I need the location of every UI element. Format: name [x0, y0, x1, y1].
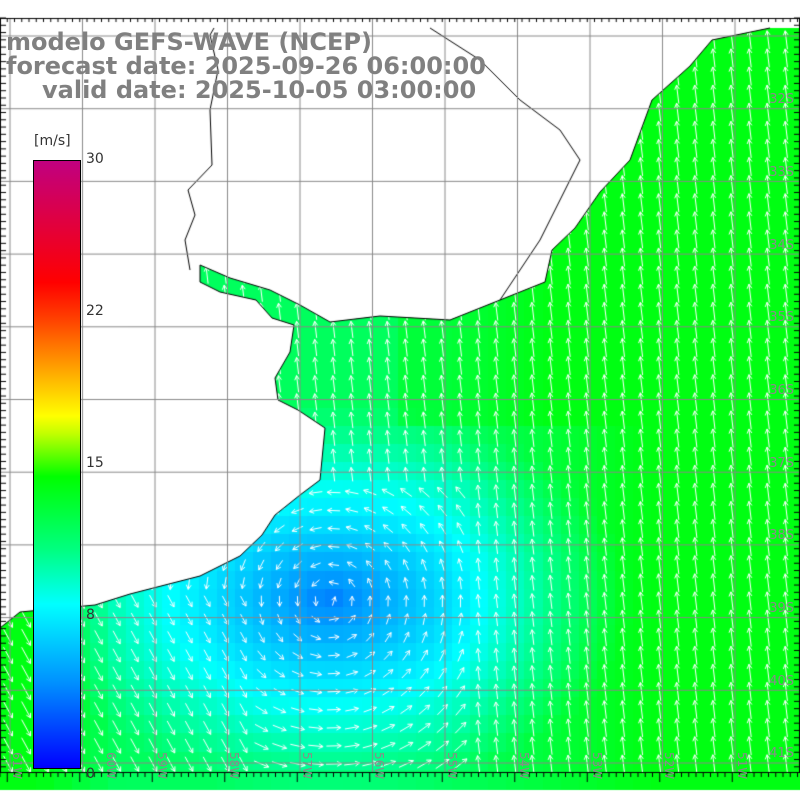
model-title: modelo GEFS-WAVE (NCEP)	[6, 28, 372, 56]
lon-label: 57W	[300, 752, 314, 780]
lon-label: 61W	[10, 752, 24, 780]
colorbar-label-22: 22	[86, 303, 104, 319]
colorbar-label-8: 8	[86, 607, 95, 623]
lat-label: 35S	[769, 310, 794, 325]
lon-label: 54W	[517, 752, 531, 780]
lat-label: 40S	[769, 674, 794, 689]
lat-label: 32S	[769, 92, 794, 107]
lon-label: 56W	[372, 752, 386, 780]
lon-label: 51W	[735, 752, 749, 780]
lon-label: 52W	[662, 752, 676, 780]
valid-date: valid date: 2025-10-05 03:00:00	[42, 76, 477, 104]
colorbar-label-15: 15	[86, 455, 104, 471]
colorbar-unit: [m/s]	[34, 133, 71, 149]
forecast-date: forecast date: 2025-09-26 06:00:00	[6, 52, 486, 80]
colorbar-label-30: 30	[86, 151, 104, 167]
lon-label: 53W	[590, 752, 604, 780]
lat-label: 37S	[769, 456, 794, 471]
lon-label: 55W	[445, 752, 459, 780]
lon-label: 58W	[227, 752, 241, 780]
lat-label: 38S	[769, 528, 794, 543]
lat-label: 34S	[769, 238, 794, 253]
lat-label: 36S	[769, 383, 794, 398]
lon-label: 60W	[104, 752, 118, 780]
lat-label: 41S	[769, 746, 794, 761]
lat-label: 39S	[769, 601, 794, 616]
lon-label: 59W	[155, 752, 169, 780]
lat-label: 33S	[769, 165, 794, 180]
colorbar	[33, 160, 81, 769]
colorbar-label-0: 0	[86, 766, 95, 782]
